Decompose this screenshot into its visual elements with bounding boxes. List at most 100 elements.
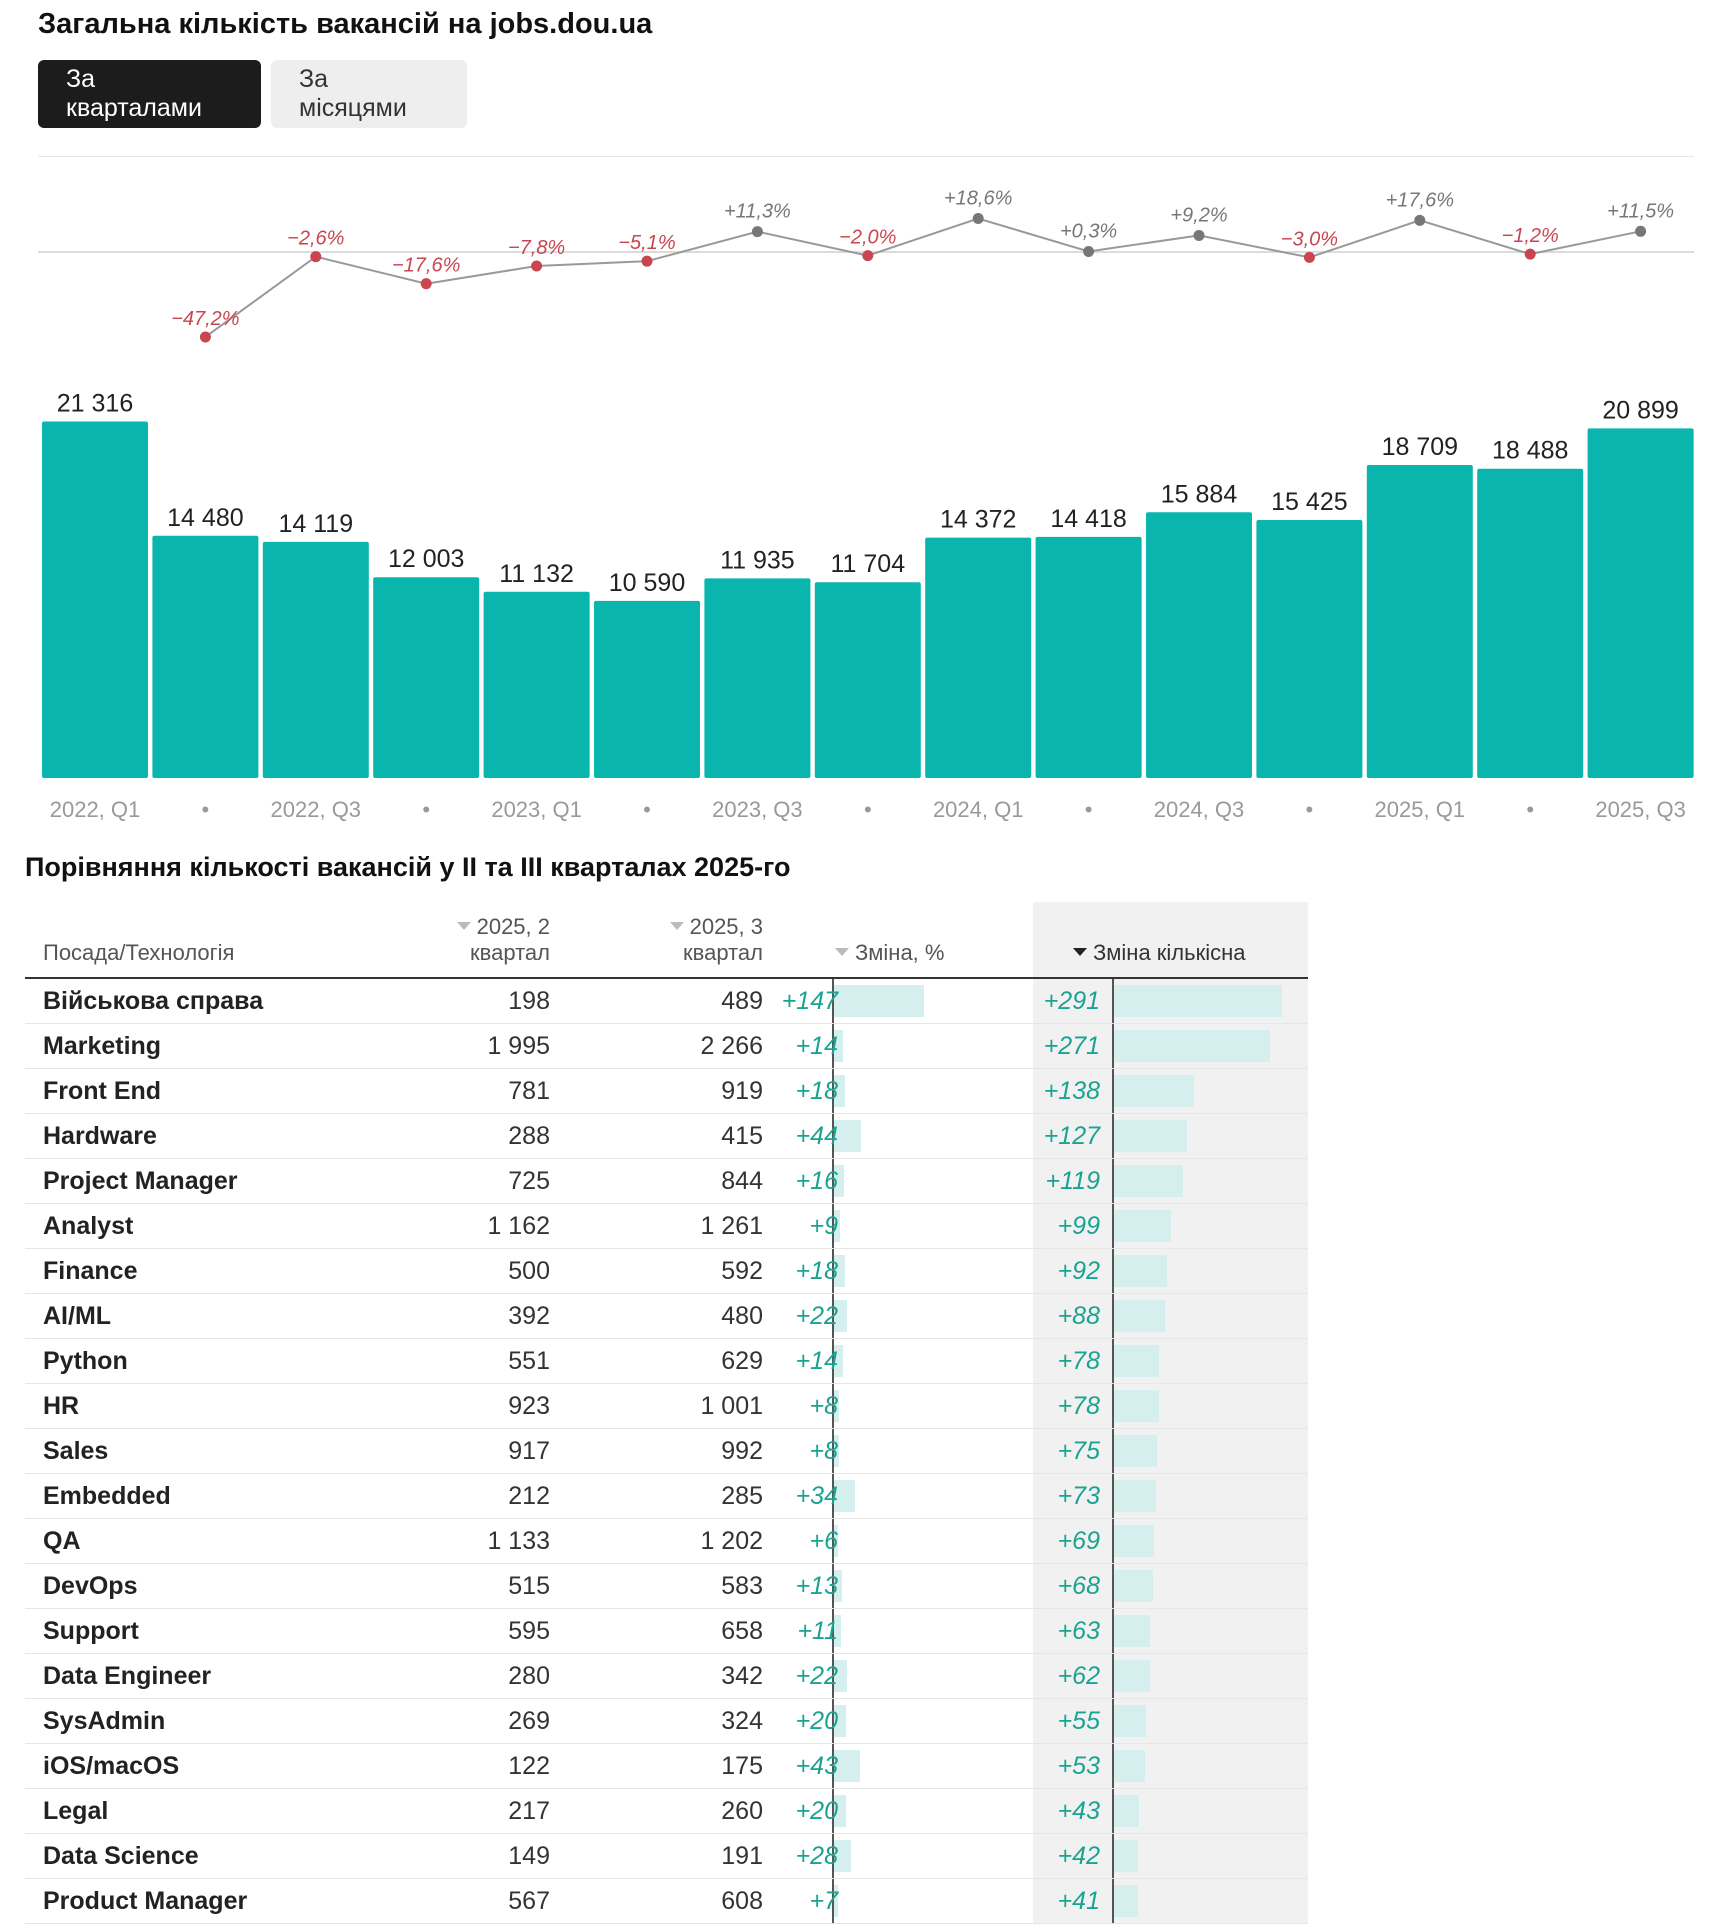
table-row: Python 551 629 +14 +78 <box>25 1339 1308 1384</box>
cell-change-pct: +20 <box>795 1707 838 1735</box>
cell-q3: 1 202 <box>700 1527 763 1555</box>
change-point <box>310 251 322 263</box>
cell-change-abs: +88 <box>1057 1302 1100 1330</box>
change-label: −2,0% <box>839 227 896 249</box>
pct-separator <box>832 1069 834 1113</box>
abs-separator <box>1112 1339 1114 1383</box>
col-header-position[interactable]: Посада/Технологія <box>43 940 235 965</box>
page-title: Загальна кількість вакансій на jobs.dou.… <box>38 8 653 40</box>
abs-separator <box>1112 1879 1114 1923</box>
cell-change-pct: +18 <box>795 1077 838 1105</box>
cell-q3: 1 001 <box>700 1392 763 1420</box>
change-label: +11,3% <box>724 201 791 223</box>
change-label: −3,0% <box>1281 228 1338 250</box>
cell-name: SysAdmin <box>43 1707 166 1735</box>
cell-change-pct: +8 <box>809 1437 838 1465</box>
pct-bar <box>834 1165 844 1197</box>
table-title: Порівняння кількості вакансій у II та II… <box>25 852 791 882</box>
pct-bar <box>834 1435 839 1467</box>
change-label: +18,6% <box>944 188 1012 210</box>
bar-mark <box>814 582 921 778</box>
cell-change-pct: +14 <box>795 1347 838 1375</box>
cell-change-abs: +138 <box>1043 1077 1100 1105</box>
cell-q3: 175 <box>721 1752 763 1780</box>
bar-mark <box>1146 512 1252 778</box>
abs-bar <box>1114 1390 1160 1422</box>
pct-bar <box>834 1300 848 1332</box>
cell-q3: 191 <box>721 1842 763 1870</box>
cell-q2: 515 <box>508 1572 550 1600</box>
cell-q2: 122 <box>508 1752 550 1780</box>
cell-q3: 285 <box>721 1482 763 1510</box>
cell-change-pct: +11 <box>797 1617 838 1645</box>
x-tick-label: 2022, Q3 <box>271 797 362 822</box>
bar-value-label: 15 425 <box>1271 488 1347 516</box>
cell-q2: 1 133 <box>487 1527 550 1555</box>
pct-bar <box>834 1030 843 1062</box>
abs-bar <box>1114 1075 1194 1107</box>
comparison-table: Посада/Технологія 2025, 2 квартал 2025, … <box>25 902 1308 1924</box>
pct-bar <box>834 1660 848 1692</box>
abs-separator <box>1112 1519 1114 1563</box>
bar-value-label: 11 704 <box>830 550 905 578</box>
cell-name: Project Manager <box>43 1167 238 1195</box>
sort-arrow-active-icon <box>1073 948 1087 957</box>
cell-change-pct: +22 <box>795 1302 838 1330</box>
bar-value-label: 18 488 <box>1492 437 1568 465</box>
col-header-q3[interactable]: 2025, 3 квартал <box>669 914 763 966</box>
cell-name: Product Manager <box>43 1887 248 1915</box>
bar-value-label: 11 132 <box>499 560 574 588</box>
pct-bar <box>834 1525 838 1557</box>
cell-q3: 629 <box>721 1347 763 1375</box>
vacancies-chart: 21 316 14 480 14 119 12 003 11 132 10 590 11 9… <box>38 188 1694 822</box>
pct-separator <box>832 1159 834 1203</box>
cell-change-abs: +78 <box>1057 1347 1100 1375</box>
bar-value-label: 14 480 <box>167 504 243 532</box>
abs-separator <box>1112 1204 1114 1248</box>
abs-separator <box>1112 1294 1114 1338</box>
change-label: −2,6% <box>287 228 344 250</box>
cell-change-abs: +271 <box>1043 1032 1100 1060</box>
col-header-q2[interactable]: 2025, 2 квартал <box>456 914 550 966</box>
change-point <box>862 250 874 262</box>
cell-q3: 480 <box>721 1302 763 1330</box>
pct-bar <box>834 1120 861 1152</box>
cell-q2: 551 <box>508 1347 550 1375</box>
cell-change-pct: +44 <box>795 1122 838 1150</box>
cell-name: Sales <box>43 1437 109 1465</box>
tab-months[interactable]: За місяцями <box>271 60 467 128</box>
bar-value-label: 15 884 <box>1161 480 1238 508</box>
cell-change-pct: +18 <box>795 1257 838 1285</box>
change-point <box>199 331 211 343</box>
pct-separator <box>832 1609 834 1653</box>
cell-change-pct: +22 <box>795 1662 838 1690</box>
pct-bar <box>834 1345 843 1377</box>
pct-separator <box>832 1204 834 1248</box>
change-point <box>1083 245 1095 257</box>
pct-bar <box>834 1255 846 1287</box>
cell-name: Marketing <box>43 1032 162 1060</box>
x-tick-label: • <box>1085 797 1093 822</box>
col-header-change-pct[interactable]: Зміна, % <box>835 940 944 966</box>
pct-separator <box>832 1519 834 1563</box>
cell-q2: 269 <box>508 1707 550 1735</box>
tab-quarters[interactable]: За кварталами <box>38 60 261 128</box>
x-tick-label: 2025, Q1 <box>1375 797 1466 822</box>
cell-change-abs: +41 <box>1057 1887 1100 1915</box>
cell-name: Front End <box>43 1077 162 1105</box>
abs-bar <box>1114 985 1282 1017</box>
cell-change-pct: +8 <box>809 1392 838 1420</box>
pct-separator <box>832 979 834 1023</box>
abs-bar <box>1114 1660 1150 1692</box>
cell-q3: 324 <box>721 1707 763 1735</box>
change-label: +11,5% <box>1607 200 1674 222</box>
sort-arrow-icon <box>456 922 471 931</box>
abs-separator <box>1112 1699 1114 1743</box>
bar-mark <box>925 537 1032 778</box>
col-header-change-abs[interactable]: Зміна кількісна <box>1073 940 1246 966</box>
cell-change-pct: +9 <box>809 1212 838 1240</box>
cell-q2: 1 162 <box>487 1212 550 1240</box>
cell-q2: 392 <box>508 1302 550 1330</box>
abs-separator <box>1112 1384 1114 1428</box>
bar-mark <box>1366 465 1473 778</box>
